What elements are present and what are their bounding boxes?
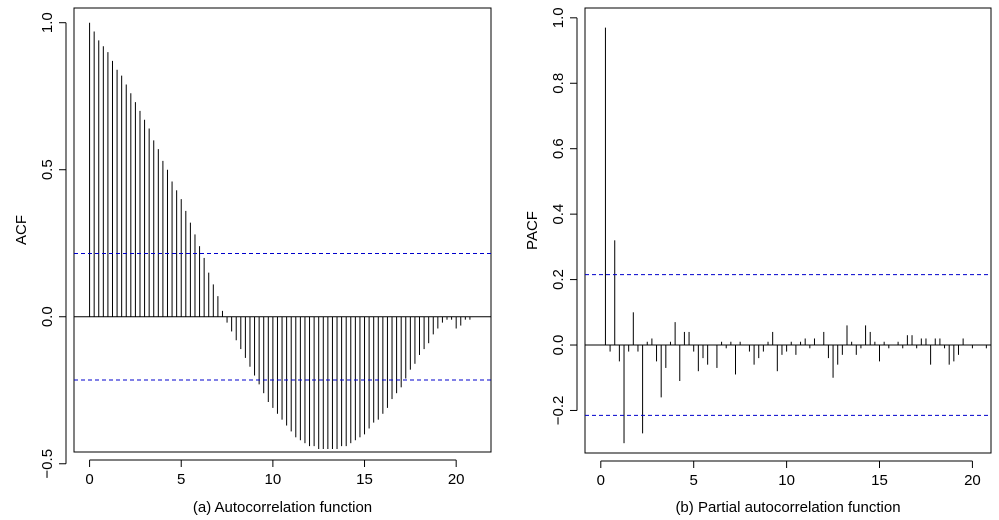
pacf-y-axis: −0.2 0.0 0.2 0.4 0.6 0.8 1.0 (550, 7, 578, 426)
pacf-caption: (b) Partial autocorrelation function (675, 499, 900, 516)
pacf-y-tick-label: 0.8 (550, 73, 567, 94)
pacf-x-tick-label: 5 (690, 472, 698, 489)
acf-x-axis: 0 5 10 15 20 (85, 459, 465, 488)
acf-y-tick-label: 0.0 (39, 306, 56, 327)
pacf-y-tick-label: 0.4 (550, 204, 567, 225)
pacf-x-tick-label: 10 (778, 472, 795, 489)
acf-panel: 0 5 10 15 20 −0.5 0.0 0.5 1.0 ACF (a) Autocorre… (13, 7, 492, 516)
acf-x-tick-label: 10 (265, 471, 282, 488)
pacf-x-tick-label: 20 (964, 472, 981, 489)
pacf-x-tick-label: 0 (597, 472, 605, 489)
pacf-plot-frame (584, 7, 992, 454)
acf-y-tick-label: 0.5 (39, 159, 56, 180)
pacf-y-tick-label: 0.0 (550, 335, 567, 356)
pacf-y-tick-label: 0.2 (550, 269, 567, 290)
acf-caption: (a) Autocorrelation function (193, 499, 372, 516)
acf-spikes (89, 22, 471, 450)
pacf-y-axis-label: PACF (524, 211, 541, 250)
acf-y-axis: −0.5 0.0 0.5 1.0 (39, 12, 67, 479)
pacf-x-tick-label: 15 (871, 472, 888, 489)
pacf-y-tick-label: 1.0 (550, 7, 567, 28)
acf-x-tick-label: 15 (356, 471, 373, 488)
acf-plot-frame (73, 7, 492, 453)
acf-x-tick-label: 0 (85, 471, 93, 488)
pacf-y-tick-label: 0.6 (550, 138, 567, 159)
acf-y-tick-label: 1.0 (39, 12, 56, 33)
acf-y-axis-label: ACF (13, 215, 30, 245)
acf-x-tick-label: 20 (448, 471, 465, 488)
pacf-spikes (604, 27, 987, 444)
acf-x-tick-label: 5 (177, 471, 185, 488)
pacf-y-tick-label: −0.2 (550, 396, 567, 426)
pacf-panel: 0 5 10 15 20 −0.2 0.0 0.2 0.4 0.6 0.8 1.0 PACF (b)… (524, 7, 992, 516)
pacf-x-axis: 0 5 10 15 20 (597, 460, 981, 489)
acf-y-tick-label: −0.5 (39, 449, 56, 479)
